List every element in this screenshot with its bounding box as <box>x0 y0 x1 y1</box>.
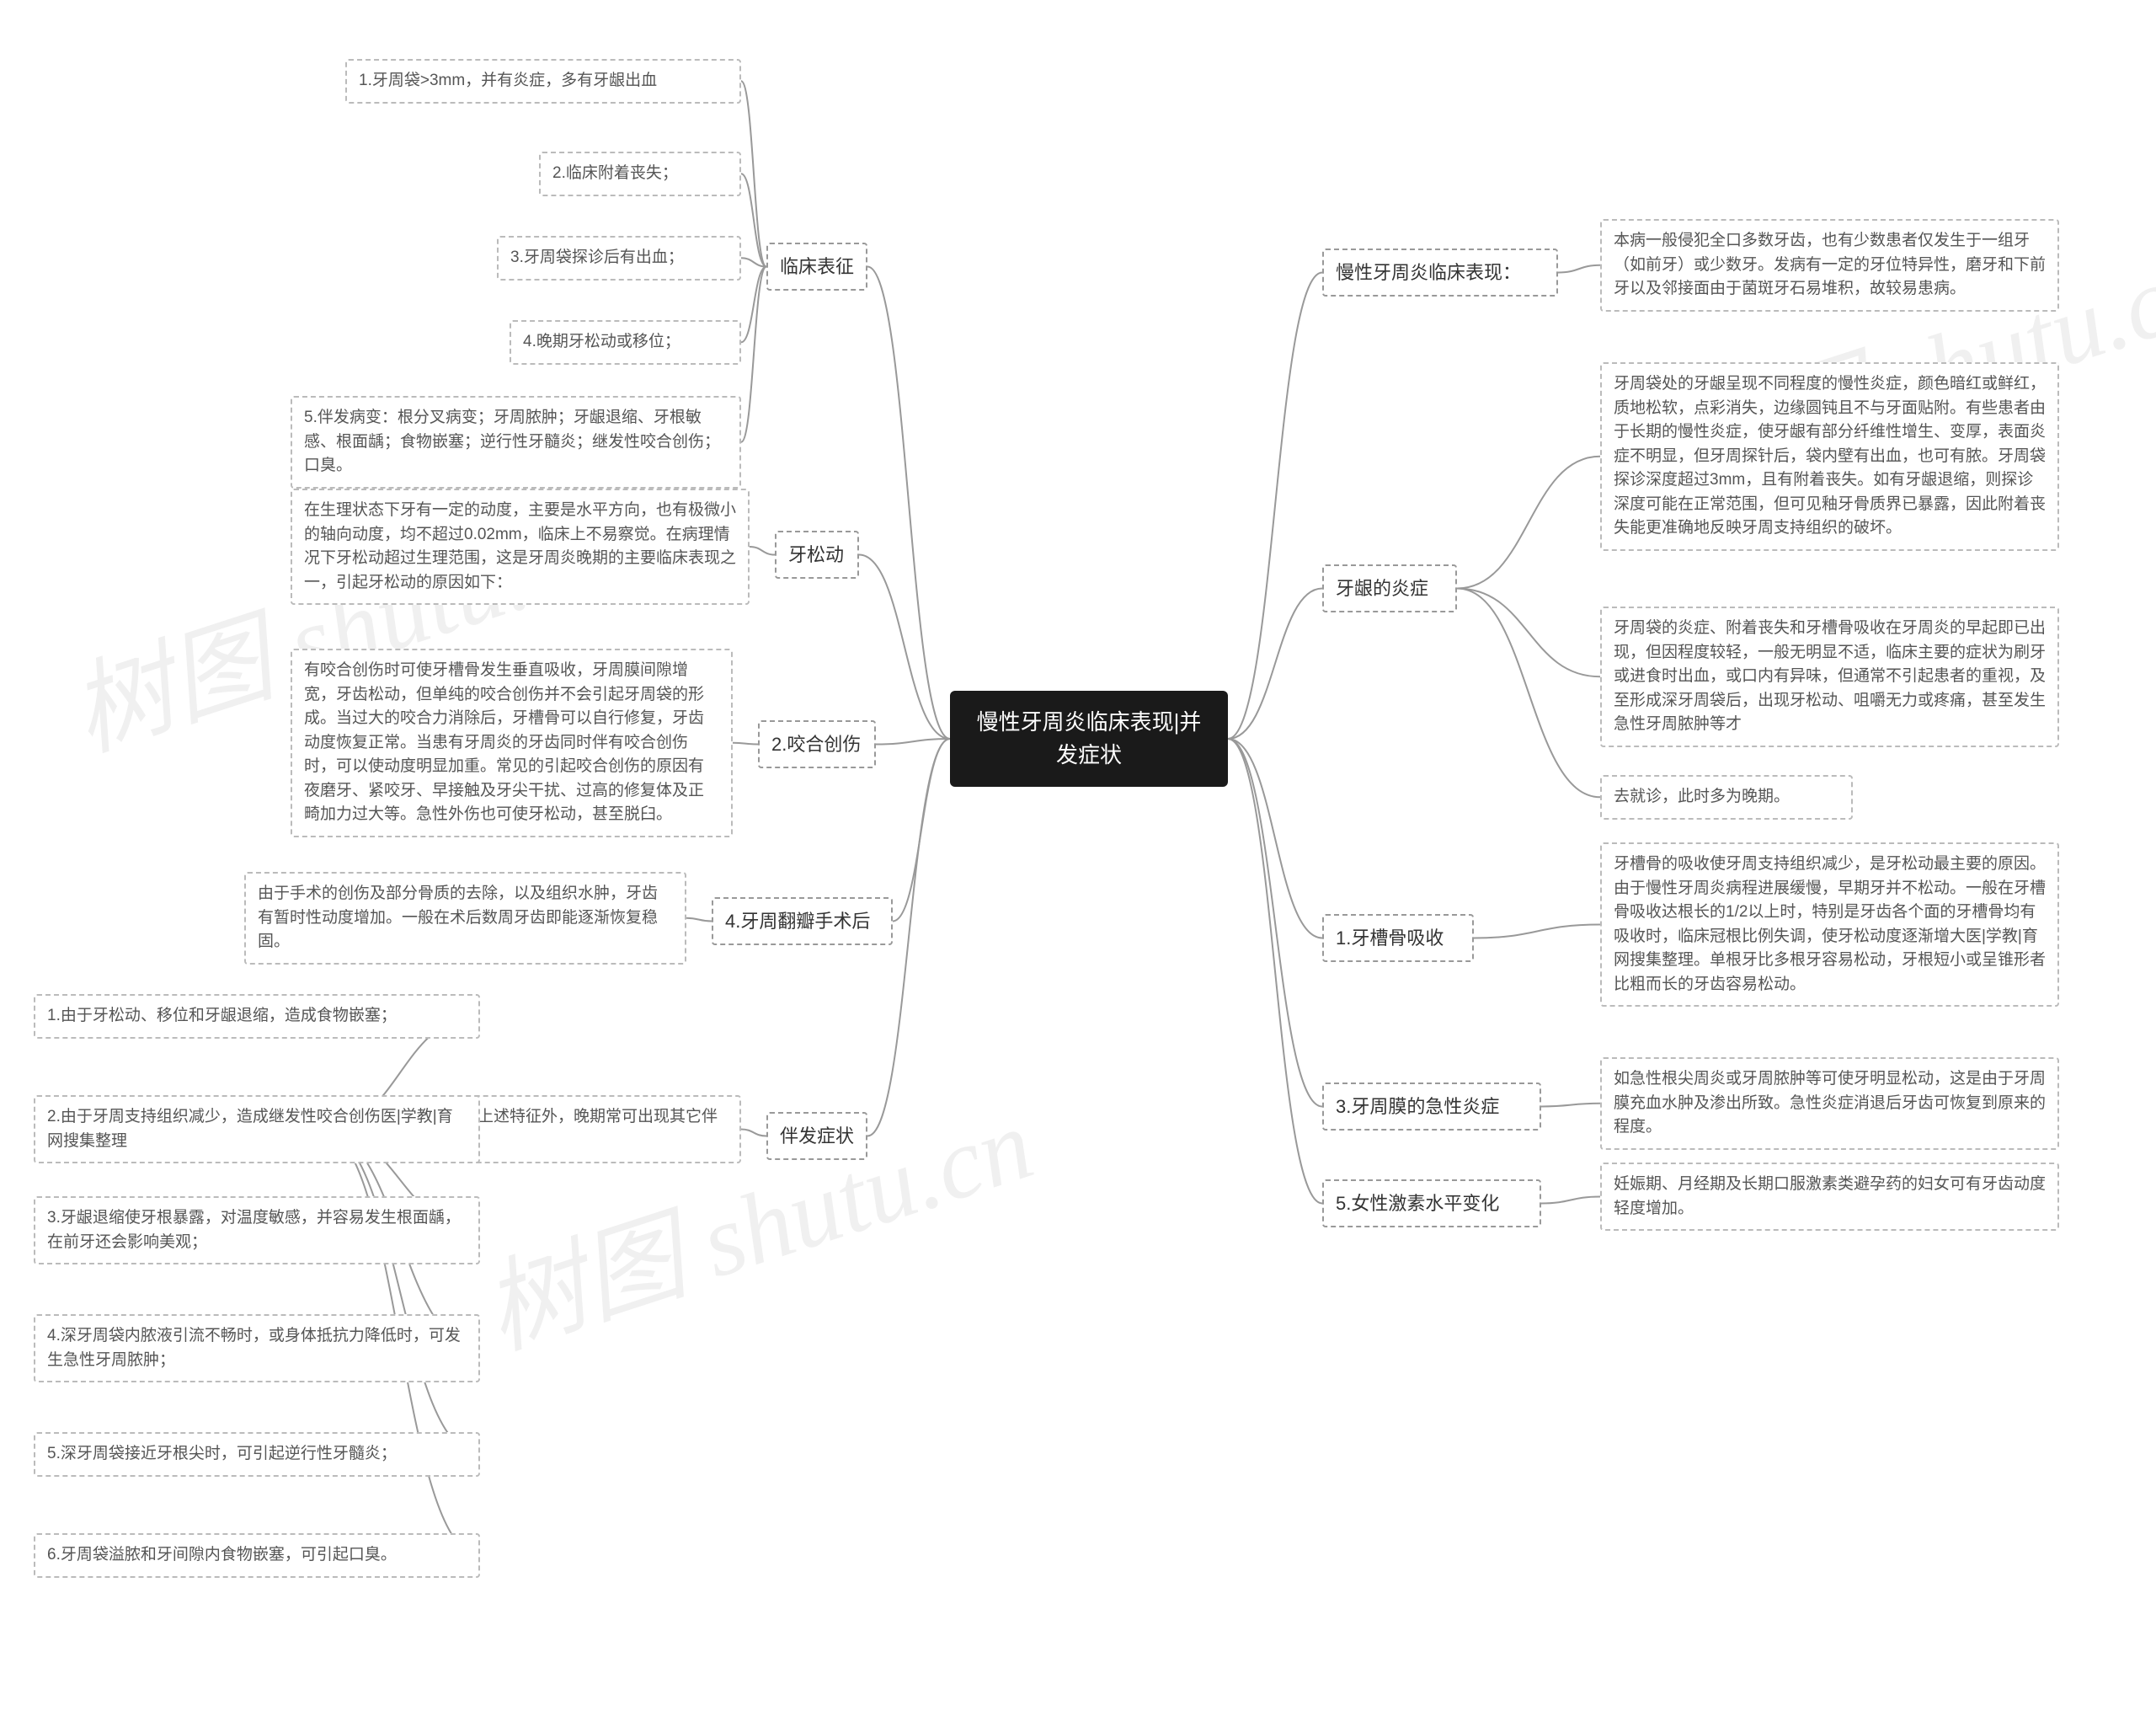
branch-node[interactable]: 伴发症状 <box>766 1112 867 1160</box>
leaf-node[interactable]: 在生理状态下牙有一定的动度，主要是水平方向，也有极微小的轴向动度，均不超过0.0… <box>291 489 750 605</box>
leaf-node[interactable]: 5.伴发病变：根分叉病变；牙周脓肿；牙龈退缩、牙根敏感、根面龋；食物嵌塞；逆行性… <box>291 396 741 489</box>
leaf-node[interactable]: 牙周袋处的牙龈呈现不同程度的慢性炎症，颜色暗红或鲜红，质地松软，点彩消失，边缘圆… <box>1600 362 2059 551</box>
branch-node[interactable]: 牙松动 <box>775 531 859 579</box>
leaf-node[interactable]: 2.由于牙周支持组织减少，造成继发性咬合创伤医|学教|育网搜集整理 <box>34 1095 480 1163</box>
leaf-node[interactable]: 2.临床附着丧失； <box>539 152 741 196</box>
leaf-node[interactable]: 由于手术的创伤及部分骨质的去除，以及组织水肿，牙齿有暂时性动度增加。一般在术后数… <box>244 872 686 965</box>
leaf-node[interactable]: 1.由于牙松动、移位和牙龈退缩，造成食物嵌塞； <box>34 994 480 1039</box>
leaf-node[interactable]: 去就诊，此时多为晚期。 <box>1600 775 1853 820</box>
branch-node[interactable]: 5.女性激素水平变化 <box>1322 1179 1541 1227</box>
leaf-node[interactable]: 3.牙周袋探诊后有出血； <box>497 236 741 281</box>
leaf-node[interactable]: 3.牙龈退缩使牙根暴露，对温度敏感，并容易发生根面龋，在前牙还会影响美观； <box>34 1196 480 1264</box>
leaf-node[interactable]: 如急性根尖周炎或牙周脓肿等可使牙明显松动，这是由于牙周膜充血水肿及渗出所致。急性… <box>1600 1057 2059 1150</box>
leaf-node[interactable]: 妊娠期、月经期及长期口服激素类避孕药的妇女可有牙齿动度轻度增加。 <box>1600 1163 2059 1231</box>
root-node[interactable]: 慢性牙周炎临床表现|并发症状 <box>950 691 1228 787</box>
branch-node[interactable]: 1.牙槽骨吸收 <box>1322 914 1474 962</box>
leaf-node[interactable]: 4.深牙周袋内脓液引流不畅时，或身体抵抗力降低时，可发生急性牙周脓肿； <box>34 1314 480 1382</box>
branch-node[interactable]: 慢性牙周炎临床表现： <box>1322 249 1558 297</box>
leaf-node[interactable]: 6.牙周袋溢脓和牙间隙内食物嵌塞，可引起口臭。 <box>34 1533 480 1578</box>
branch-node[interactable]: 3.牙周膜的急性炎症 <box>1322 1083 1541 1131</box>
branch-node[interactable]: 4.牙周翻瓣手术后 <box>712 897 893 945</box>
leaf-node[interactable]: 4.晚期牙松动或移位； <box>510 320 741 365</box>
branch-node[interactable]: 临床表征 <box>766 243 867 291</box>
leaf-node[interactable]: 牙槽骨的吸收使牙周支持组织减少，是牙松动最主要的原因。由于慢性牙周炎病程进展缓慢… <box>1600 842 2059 1007</box>
mindmap-canvas: 树图 shutu.cn 树图 shutu.cn 树图 shutu.cn 慢性牙周… <box>0 0 2156 1716</box>
leaf-node[interactable]: 牙周袋的炎症、附着丧失和牙槽骨吸收在牙周炎的早起即已出现，但因程度较轻，一般无明… <box>1600 607 2059 747</box>
leaf-node[interactable]: 有咬合创伤时可使牙槽骨发生垂直吸收，牙周膜间隙增宽，牙齿松动，但单纯的咬合创伤并… <box>291 649 733 837</box>
branch-node[interactable]: 2.咬合创伤 <box>758 720 876 768</box>
branch-node[interactable]: 牙龈的炎症 <box>1322 564 1457 612</box>
leaf-node[interactable]: 5.深牙周袋接近牙根尖时，可引起逆行性牙髓炎； <box>34 1432 480 1477</box>
leaf-node[interactable]: 1.牙周袋>3mm，并有炎症，多有牙龈出血 <box>345 59 741 104</box>
leaf-node[interactable]: 本病一般侵犯全口多数牙齿，也有少数患者仅发生于一组牙（如前牙）或少数牙。发病有一… <box>1600 219 2059 312</box>
